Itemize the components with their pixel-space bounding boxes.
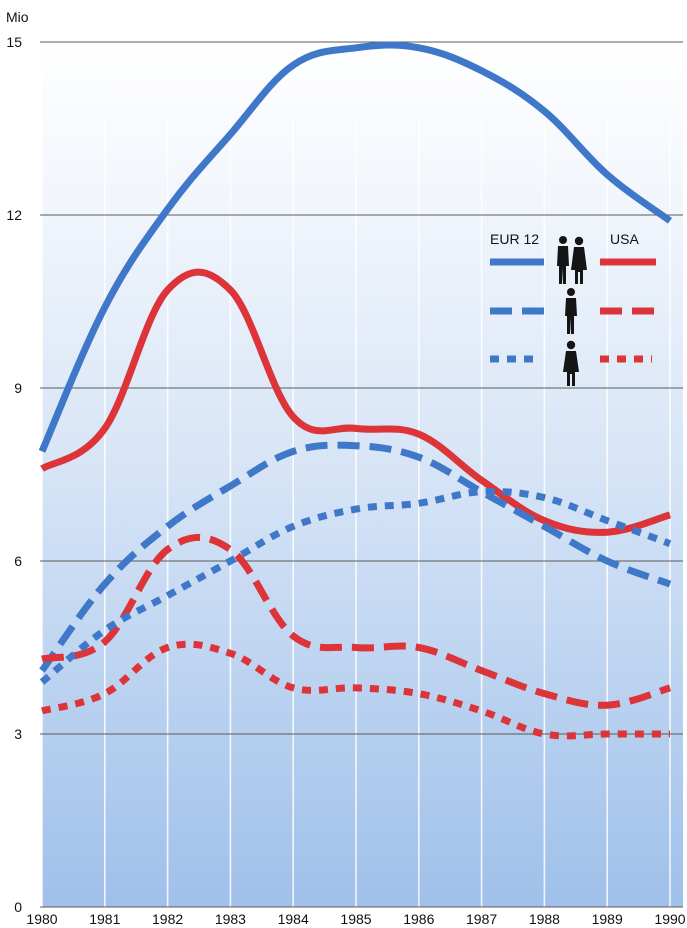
legend-label-eur12: EUR 12 — [490, 231, 539, 247]
series-line-eur12-total — [38, 41, 673, 453]
y-tick-label: 9 — [14, 380, 22, 396]
legend: EUR 12 USA — [490, 231, 656, 386]
y-tick-label: 6 — [14, 553, 22, 569]
men-and-women-icon — [557, 236, 587, 284]
x-tick-label: 1982 — [152, 911, 183, 927]
series-line-usa-men — [41, 534, 672, 709]
series-line-eur12-women — [39, 488, 672, 685]
series-line-usa-women — [41, 640, 670, 740]
horizontal-gridlines — [40, 41, 683, 908]
y-tick-label: 15 — [6, 34, 22, 50]
x-tick-labels: 1980 1981 1982 1983 1984 1985 1986 1987 1988 1989… — [26, 911, 685, 927]
x-tick-label: 1986 — [403, 911, 434, 927]
plot-background — [42, 42, 683, 907]
man-icon — [565, 288, 577, 334]
x-tick-label: 1990 — [654, 911, 685, 927]
vertical-gridlines — [41, 120, 671, 907]
x-tick-label: 1981 — [89, 911, 120, 927]
legend-label-usa: USA — [610, 231, 639, 247]
woman-icon — [563, 340, 579, 386]
x-tick-label: 1980 — [26, 911, 57, 927]
x-tick-label: 1984 — [278, 911, 309, 927]
y-tick-label: 0 — [14, 899, 22, 915]
series-line-usa-total — [40, 268, 672, 536]
y-tick-label: 12 — [6, 207, 22, 223]
y-unit-label: Mio — [6, 9, 29, 25]
y-tick-label: 3 — [14, 726, 22, 742]
x-tick-label: 1989 — [592, 911, 623, 927]
x-tick-label: 1988 — [529, 911, 560, 927]
x-tick-label: 1983 — [215, 911, 246, 927]
y-tick-labels: 0 3 6 9 12 15 — [6, 34, 22, 915]
x-tick-label: 1985 — [340, 911, 371, 927]
series-line-eur12-men — [39, 441, 672, 673]
series-lines — [38, 41, 673, 740]
x-tick-label: 1987 — [466, 911, 497, 927]
